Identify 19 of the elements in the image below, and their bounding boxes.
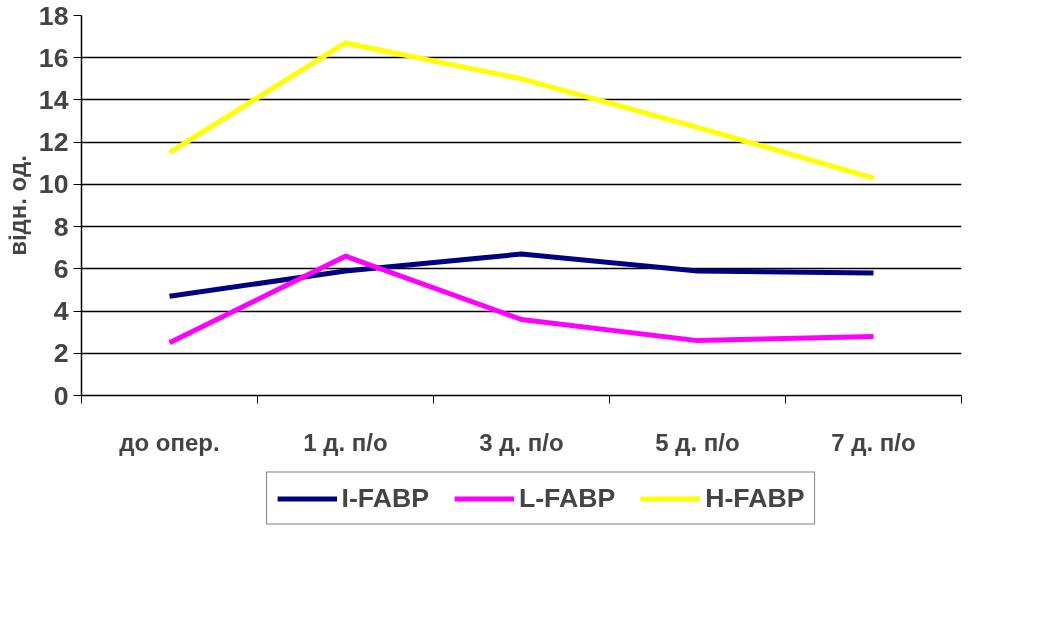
y-tick-label: 12 (38, 127, 69, 158)
y-tick-label: 16 (38, 42, 69, 73)
x-tick-label: 7 д. п/о (831, 428, 916, 456)
y-tick-label: 8 (53, 211, 69, 242)
y-tick-label: 14 (38, 84, 69, 115)
legend-label: I-FABP (341, 482, 429, 514)
x-tick-label: до опер. (119, 428, 220, 456)
legend-label: L-FABP (518, 482, 616, 514)
x-tick-label: 3 д. п/о (479, 428, 564, 456)
y-tick-label: 10 (38, 169, 69, 200)
y-tick-label: 0 (53, 380, 69, 411)
y-tick-label: 18 (38, 0, 69, 31)
y-axis-title: відн. од. (3, 155, 31, 256)
x-tick-label: 1 д. п/о (303, 428, 388, 456)
y-tick-label: 4 (53, 296, 69, 327)
legend-label: H-FABP (705, 482, 805, 514)
y-tick-label: 6 (53, 253, 69, 284)
x-tick-label: 5 д. п/о (655, 428, 740, 456)
y-tick-label: 2 (53, 338, 69, 369)
